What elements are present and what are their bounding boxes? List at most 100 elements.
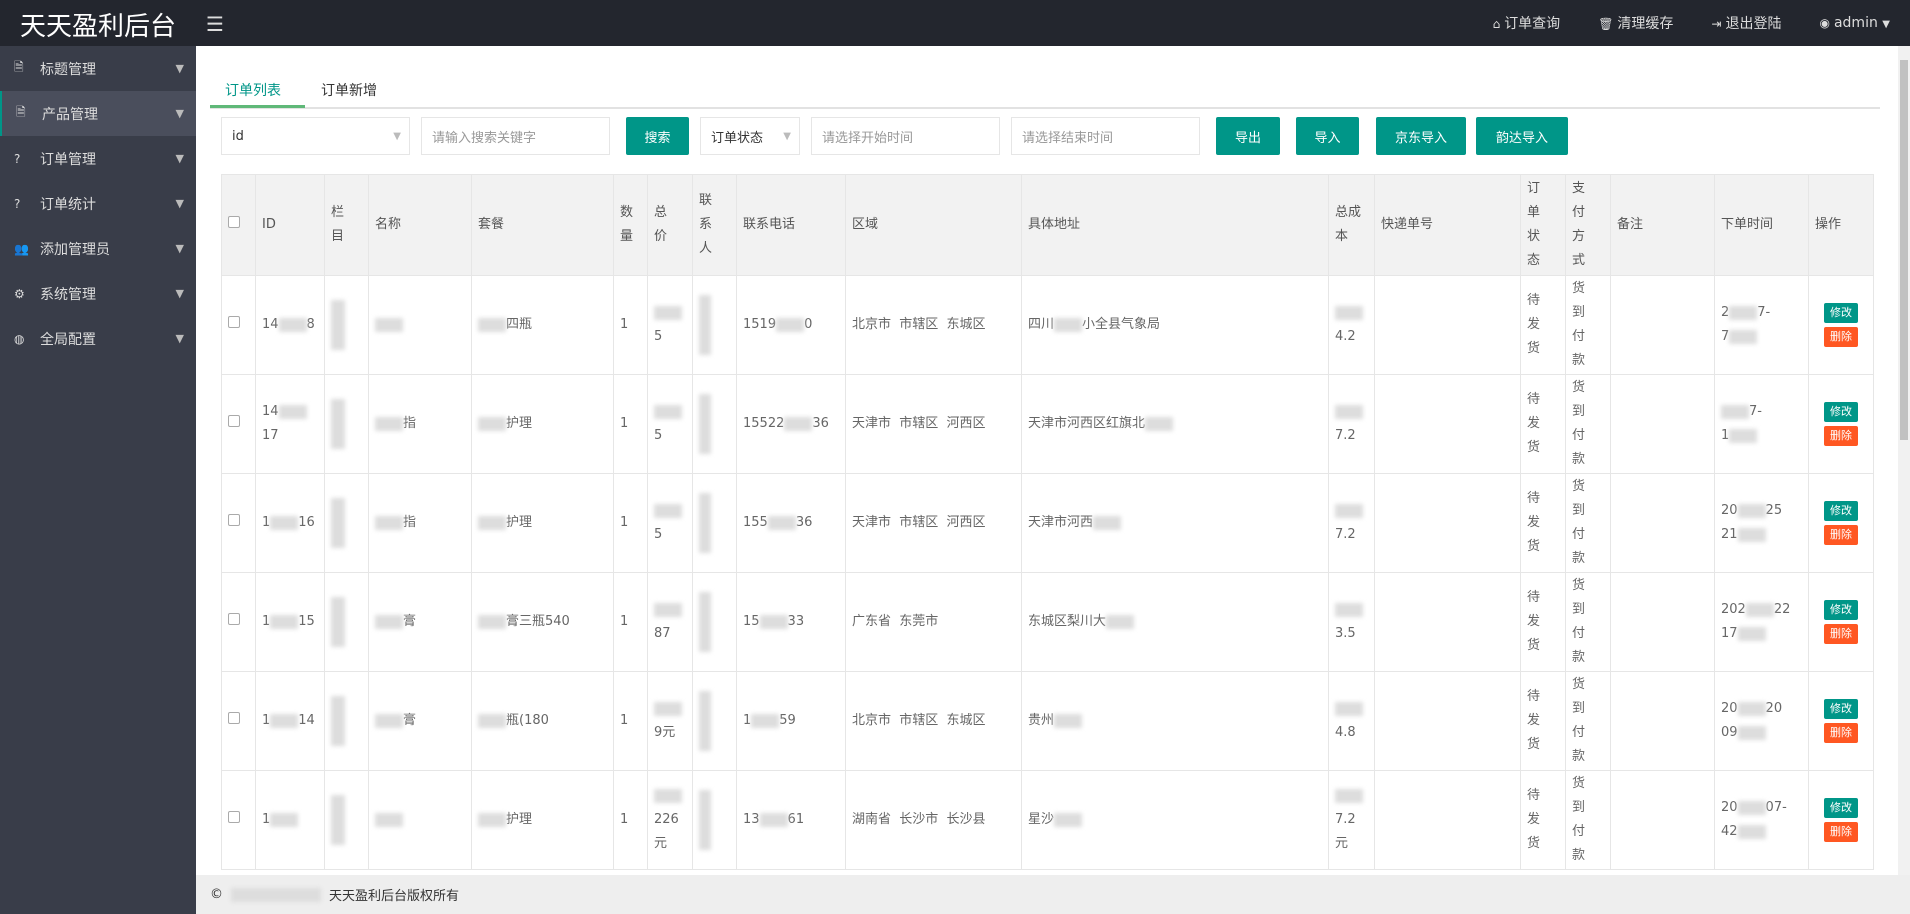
category-cell: [324, 770, 369, 870]
nav-clear-cache[interactable]: 🗑 清理缓存: [1598, 13, 1673, 33]
delete-button[interactable]: 删除: [1824, 822, 1858, 842]
redacted-text: [231, 887, 321, 902]
payment-cell: 货到付款: [1565, 473, 1611, 573]
contact-cell: [692, 473, 737, 573]
payment-cell: 货到付款: [1565, 374, 1611, 474]
sidebar-item[interactable]: 🗎 产品管理 ▼: [0, 91, 196, 136]
tab-order-add[interactable]: 订单新增: [321, 83, 377, 99]
delete-button[interactable]: 删除: [1824, 624, 1858, 644]
cell-text: 3.5: [1335, 626, 1356, 641]
remark-cell: [1610, 671, 1715, 771]
search-button[interactable]: 搜索: [626, 117, 689, 155]
redacted-text: [1335, 788, 1363, 803]
select-all-checkbox-cell: [221, 174, 256, 276]
menu-toggle-icon[interactable]: ☰: [206, 12, 224, 36]
row-checkbox[interactable]: [228, 712, 240, 724]
nav-order-query[interactable]: ⌂ 订单查询: [1493, 13, 1561, 33]
status-select-value: 订单状态: [711, 130, 764, 146]
category-cell: [324, 572, 369, 672]
jd-import-button[interactable]: 京东导入: [1376, 117, 1466, 155]
scrollbar-thumb[interactable]: [1900, 60, 1908, 440]
delete-button[interactable]: 删除: [1824, 723, 1858, 743]
table-row: 1 护理 1 226元 13 61 湖南省 长沙市 长沙县 星沙 7.2元 待发货…: [221, 770, 1874, 870]
copyright-text: 天天盈利后台版权所有: [329, 889, 460, 904]
redacted-text: [699, 394, 711, 454]
delete-button[interactable]: 删除: [1824, 426, 1858, 446]
cell-text: 5: [654, 527, 663, 542]
id-cell: 14 8: [255, 275, 325, 375]
time-cell: 20 20 09: [1714, 671, 1809, 771]
sidebar-item[interactable]: 👥 添加管理员 ▼: [0, 226, 196, 271]
cost-cell: 7.2元: [1328, 770, 1375, 870]
start-date-input[interactable]: 请选择开始时间: [811, 117, 1000, 155]
address-cell: 四川 小全县气象局: [1021, 275, 1329, 375]
sidebar-item-label: 系统管理: [40, 286, 96, 303]
row-checkbox[interactable]: [228, 613, 240, 625]
edit-button[interactable]: 修改: [1824, 600, 1858, 620]
sidebar-item[interactable]: ◍ 全局配置 ▼: [0, 316, 196, 361]
redacted-text: [784, 416, 813, 431]
edit-button[interactable]: 修改: [1824, 402, 1858, 422]
yunda-import-button[interactable]: 韵达导入: [1476, 117, 1568, 155]
name-cell: 膏: [368, 671, 472, 771]
remark-cell: [1610, 572, 1715, 672]
address-cell: 天津市河西区红旗北: [1021, 374, 1329, 474]
nav-user-menu[interactable]: ◉ admin ▼: [1819, 15, 1890, 31]
edit-button[interactable]: 修改: [1824, 798, 1858, 818]
cell-text: 14: [262, 404, 279, 419]
header-label: 支付方式: [1572, 181, 1586, 268]
region-cell: 湖南省 长沙市 长沙县: [845, 770, 1022, 870]
export-button[interactable]: 导出: [1216, 117, 1280, 155]
quantity-cell: 1: [613, 374, 648, 474]
sidebar-item[interactable]: ? 订单管理 ▼: [0, 136, 196, 181]
end-date-input[interactable]: 请选择结束时间: [1011, 117, 1200, 155]
nav-label: admin: [1833, 15, 1878, 31]
redacted-text: [654, 305, 682, 320]
select-all-checkbox[interactable]: [228, 216, 240, 228]
sidebar-item[interactable]: ? 订单统计 ▼: [0, 181, 196, 226]
row-checkbox[interactable]: [228, 514, 240, 526]
redacted-text: [1335, 503, 1363, 518]
nav-label: 退出登陆: [1725, 16, 1782, 32]
edit-button[interactable]: 修改: [1824, 303, 1858, 323]
redacted-text: [654, 602, 682, 617]
tab-bar: 订单列表 订单新增: [210, 66, 1880, 109]
redacted-text: [699, 592, 711, 652]
remark-cell: [1610, 374, 1715, 474]
import-button[interactable]: 导入: [1296, 117, 1359, 155]
row-checkbox[interactable]: [228, 811, 240, 823]
field-select[interactable]: id ▼: [221, 117, 410, 155]
column-header: 具体地址: [1021, 174, 1329, 276]
edit-button[interactable]: 修改: [1824, 501, 1858, 521]
row-checkbox[interactable]: [228, 316, 240, 328]
redacted-text: [751, 713, 780, 728]
contact-cell: [692, 275, 737, 375]
tab-order-list[interactable]: 订单列表: [225, 83, 281, 99]
total-cell: 9元: [647, 671, 693, 771]
phone-cell: 1 59: [736, 671, 846, 771]
cell-text: 贵州: [1028, 713, 1055, 728]
row-checkbox[interactable]: [228, 415, 240, 427]
quantity-cell: 1: [613, 671, 648, 771]
delete-button[interactable]: 删除: [1824, 327, 1858, 347]
total-cell: 5: [647, 275, 693, 375]
cell-text: 8: [306, 317, 315, 332]
redacted-text: [1145, 416, 1174, 431]
cell-text: 指: [403, 515, 417, 530]
package-cell: 护理: [471, 374, 614, 474]
delete-button[interactable]: 删除: [1824, 525, 1858, 545]
nav-logout[interactable]: ⇥ 退出登陆: [1711, 13, 1781, 33]
quantity-cell: 1: [613, 275, 648, 375]
scrollbar[interactable]: [1898, 46, 1910, 875]
search-input[interactable]: 请输入搜索关键字: [421, 117, 610, 155]
edit-button[interactable]: 修改: [1824, 699, 1858, 719]
globe-icon: ◍: [14, 331, 25, 346]
caret-down-icon: ▼: [1882, 19, 1890, 30]
sidebar-item[interactable]: 🗎 标题管理 ▼: [0, 46, 196, 91]
status-select[interactable]: 订单状态 ▼: [700, 117, 800, 155]
region-cell: 北京市 市辖区 东城区: [845, 671, 1022, 771]
sidebar-item[interactable]: ⚙ 系统管理 ▼: [0, 271, 196, 316]
name-cell: [368, 275, 472, 375]
redacted-text: [331, 399, 345, 449]
cell-text: 7-: [1749, 404, 1762, 419]
